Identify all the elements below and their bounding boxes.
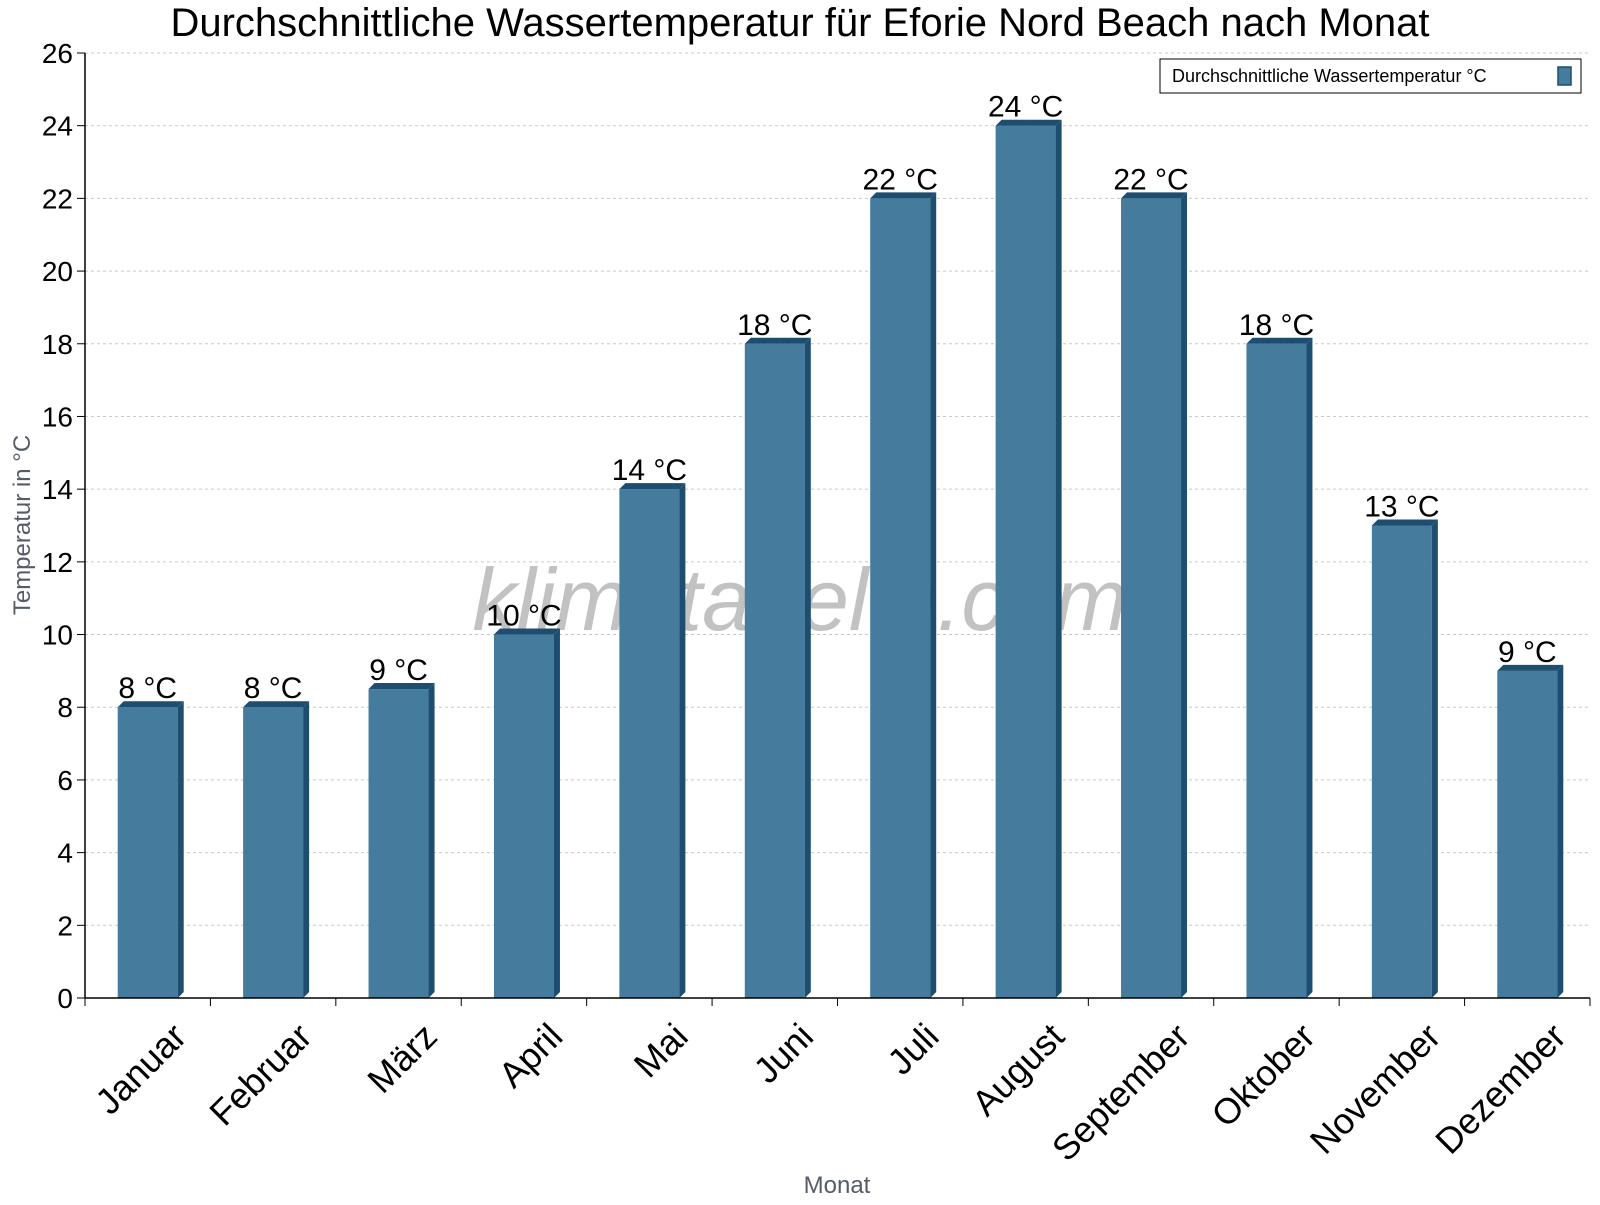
data-label: 10 °C: [486, 600, 561, 633]
y-tick-label: 0: [57, 983, 73, 1014]
y-tick-label: 22: [42, 183, 73, 214]
bar: [1121, 198, 1182, 998]
bar: [1371, 525, 1432, 998]
bar-top: [870, 192, 937, 199]
x-tick-label: Juni: [745, 1015, 821, 1091]
x-tick-label: April: [490, 1015, 570, 1095]
bar: [368, 689, 429, 998]
bar-side: [1306, 337, 1313, 998]
bar-side: [553, 628, 560, 998]
data-label: 14 °C: [612, 454, 687, 487]
data-label: 9 °C: [1498, 636, 1557, 669]
bars: [117, 119, 1564, 999]
chart-title: Durchschnittliche Wassertemperatur für E…: [170, 1, 1429, 45]
data-label: 22 °C: [1113, 163, 1188, 196]
bar-side: [679, 483, 686, 999]
bar-side: [177, 701, 184, 998]
bar-side: [303, 701, 310, 998]
bar-top: [243, 701, 310, 708]
data-label: 13 °C: [1364, 491, 1439, 524]
y-tick-label: 20: [42, 256, 73, 287]
data-label: 18 °C: [737, 309, 812, 342]
y-tick-label: 24: [42, 111, 73, 142]
bar: [117, 707, 178, 998]
bar-top: [1121, 192, 1188, 199]
y-tick-label: 26: [42, 38, 73, 69]
bar-side: [1055, 119, 1062, 998]
bar: [870, 198, 931, 998]
data-label: 24 °C: [988, 91, 1063, 124]
legend-label: Durchschnittliche Wassertemperatur °C: [1172, 66, 1487, 86]
x-tick-label: Dezember: [1427, 1015, 1573, 1161]
data-label: 8 °C: [244, 672, 303, 705]
bar-side: [930, 192, 937, 998]
y-tick-label: 6: [57, 765, 73, 796]
y-tick-label: 10: [42, 620, 73, 651]
grid-lines: [85, 52, 1590, 926]
bar-side: [428, 683, 435, 998]
bar-side: [1431, 519, 1438, 998]
y-axis-label: Temperatur in °C: [9, 435, 36, 615]
data-label: 18 °C: [1239, 309, 1314, 342]
x-tick-label: März: [359, 1015, 445, 1101]
bar: [243, 707, 304, 998]
bar-side: [804, 337, 811, 998]
x-tick-label: September: [1044, 1015, 1198, 1169]
x-tick-label: Mai: [626, 1015, 696, 1085]
y-tick-label: 4: [57, 838, 73, 869]
x-tick-label: Oktober: [1203, 1015, 1323, 1135]
bar: [1497, 670, 1558, 998]
bar: [1246, 343, 1307, 998]
data-label: 8 °C: [118, 672, 177, 705]
bar-top: [1246, 337, 1313, 344]
y-tick-label: 18: [42, 329, 73, 360]
x-tick-label: August: [964, 1015, 1072, 1123]
data-labels: 8 °C 8 °C 9 °C 10 °C 14 °C 18 °C 22 °C 24 °C 22 …: [118, 91, 1556, 706]
x-tick-label: Juli: [879, 1015, 946, 1082]
y-tick-label: 8: [57, 692, 73, 723]
bar-side: [1557, 664, 1564, 998]
bar: [493, 634, 554, 998]
bar-top: [493, 628, 560, 635]
data-label: 22 °C: [863, 163, 938, 196]
x-tick-label: Februar: [201, 1015, 319, 1133]
bar-side: [1181, 192, 1188, 998]
x-axis-label: Monat: [804, 1172, 871, 1199]
data-label: 9 °C: [369, 654, 428, 687]
bar-top: [1497, 664, 1564, 671]
bar-top: [368, 683, 435, 690]
x-tick-label: November: [1302, 1015, 1448, 1161]
legend-swatch: [1557, 66, 1572, 86]
y-tick-label: 12: [42, 547, 73, 578]
legend-box: [1159, 58, 1582, 94]
bar: [619, 489, 680, 998]
bar-top: [744, 337, 811, 344]
bar: [995, 125, 1056, 998]
bar: [744, 343, 805, 998]
bar-top: [1371, 519, 1438, 526]
bar-top: [619, 483, 686, 490]
bar-top: [117, 701, 184, 708]
y-tick-label: 16: [42, 401, 73, 432]
y-tick-label: 2: [57, 910, 73, 941]
y-tick-label: 14: [42, 474, 73, 505]
x-tick-label: Januar: [87, 1015, 194, 1122]
bar-top: [995, 119, 1062, 126]
legend: Durchschnittliche Wassertemperatur °C: [1159, 58, 1582, 94]
